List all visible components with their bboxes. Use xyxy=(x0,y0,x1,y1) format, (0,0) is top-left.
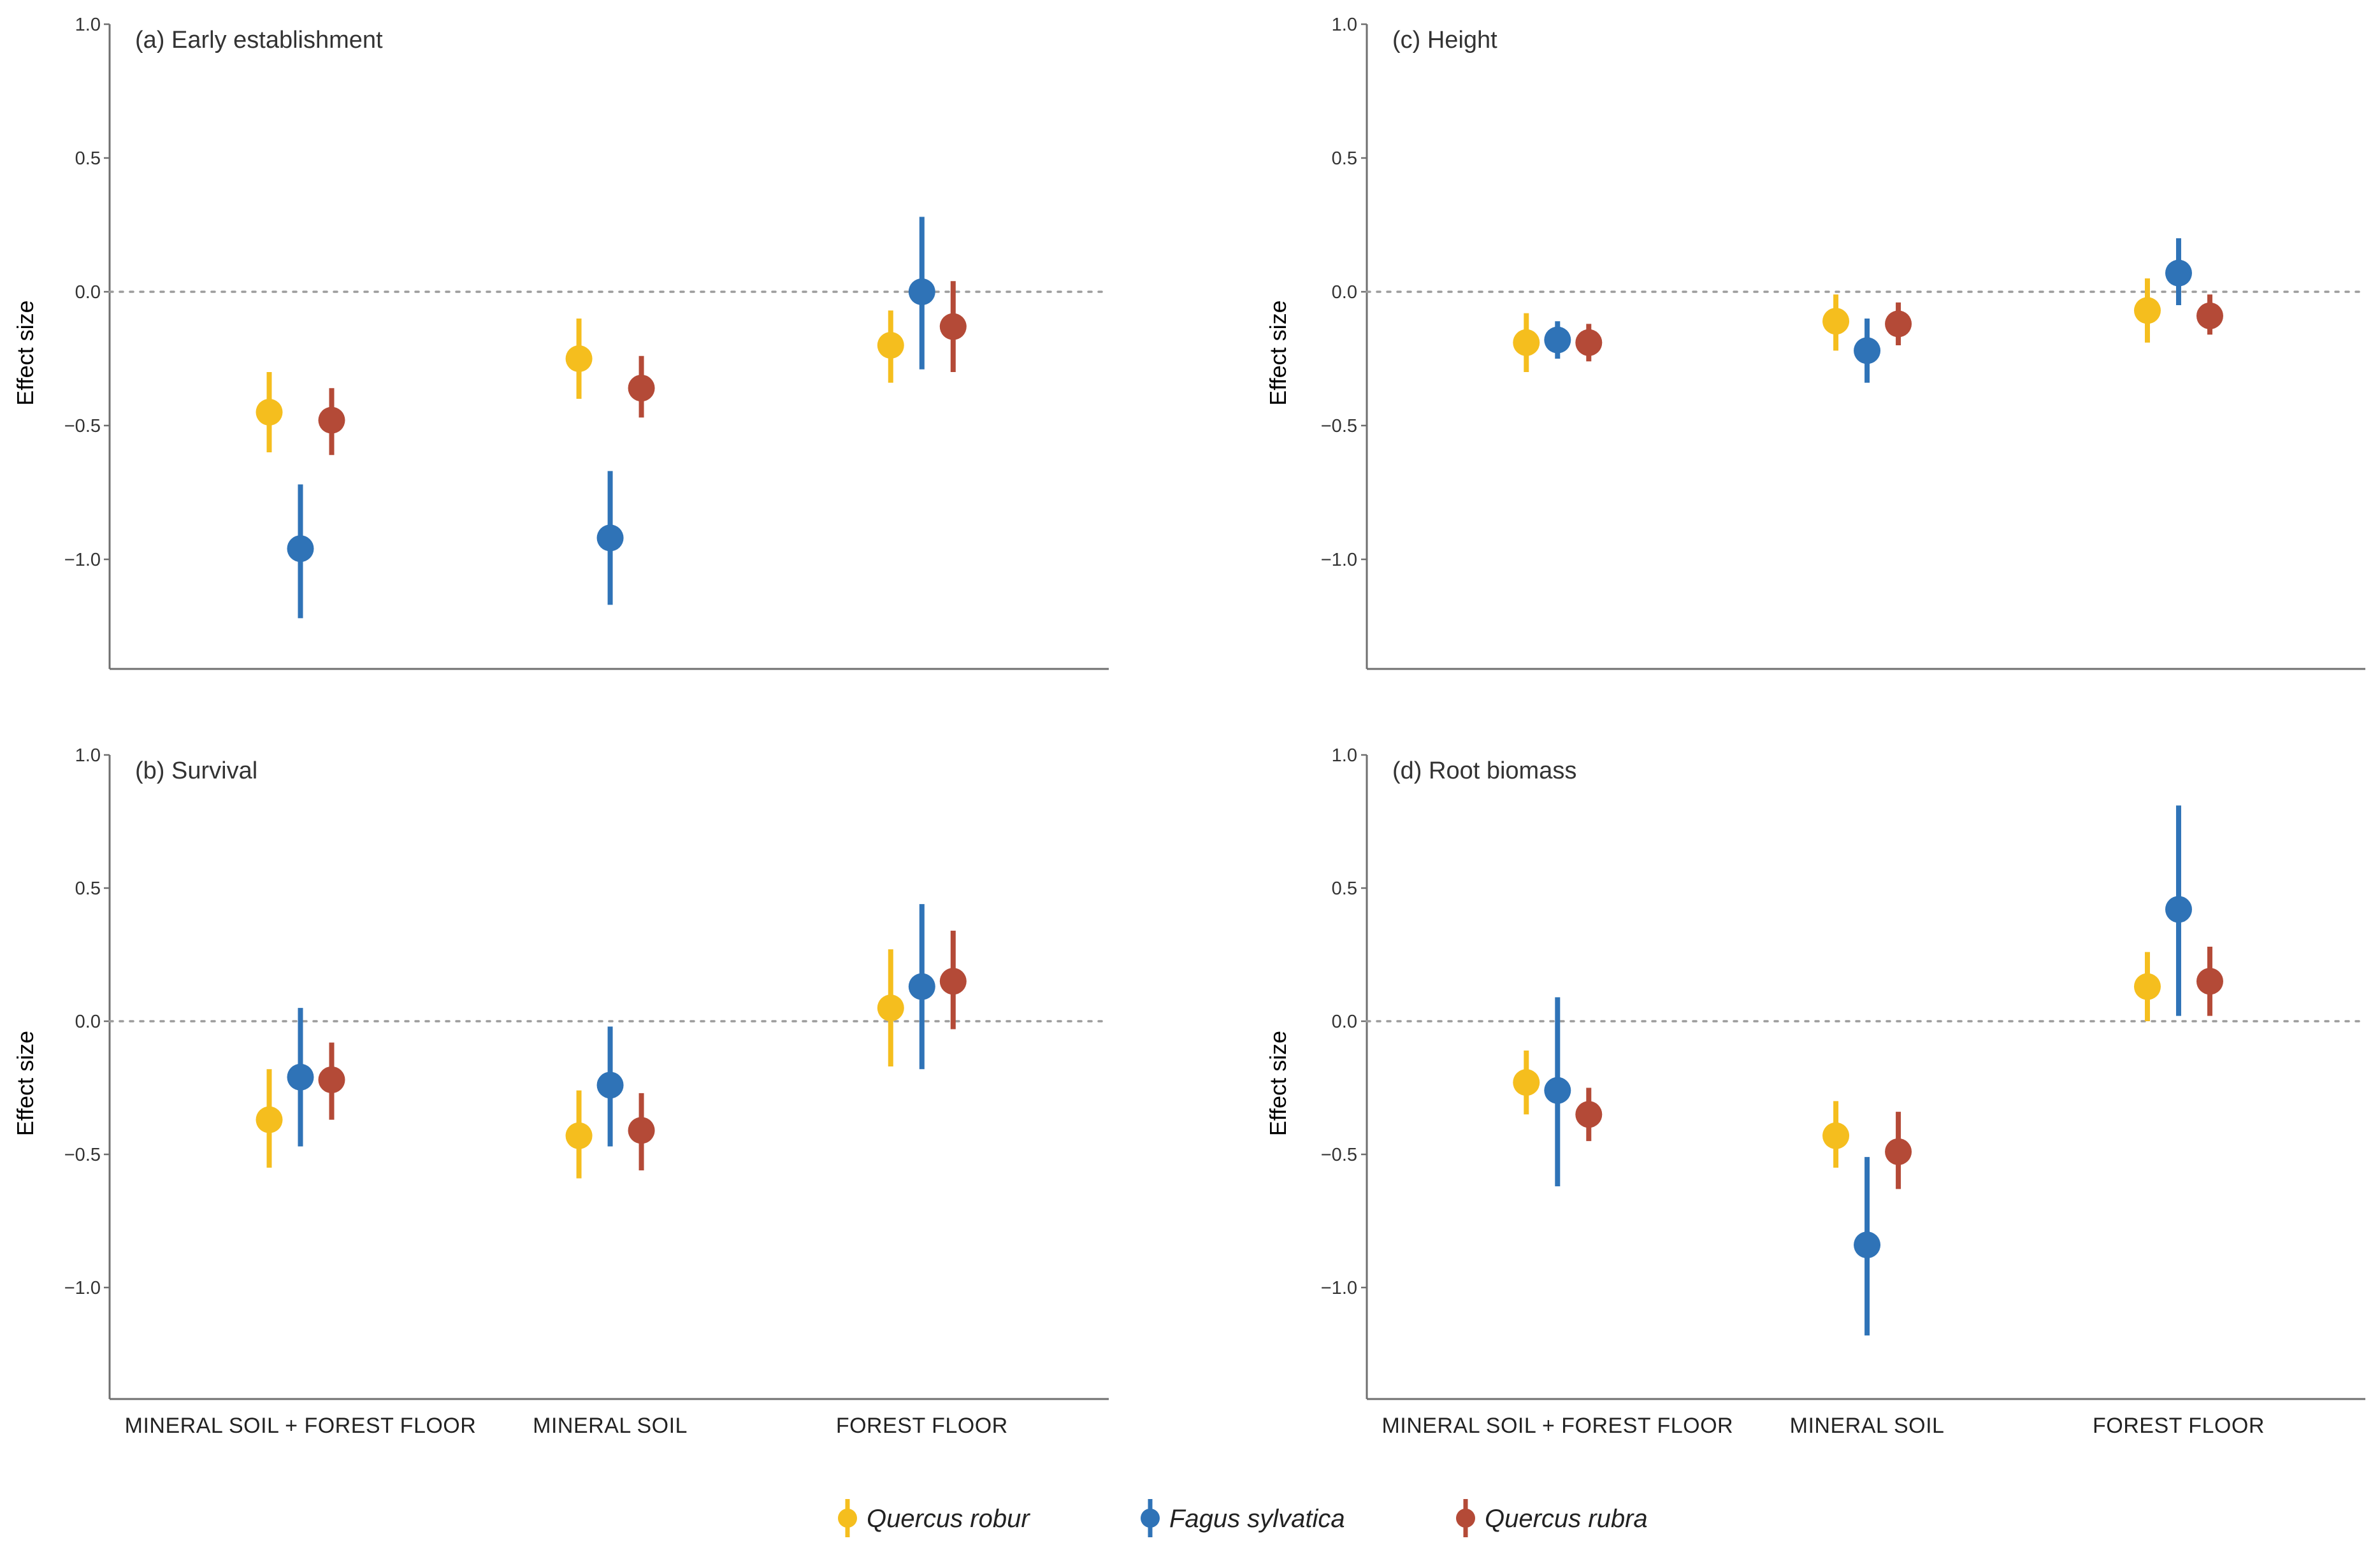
data-point xyxy=(1575,329,1603,356)
legend-swatch-point xyxy=(1141,1509,1160,1528)
data-point xyxy=(596,524,624,552)
panel-2: 1.0 0.5 0.0 −0.5 −1.0 Effect size (b) Survival… xyxy=(12,745,1110,1438)
data-point xyxy=(565,345,593,372)
y-tick-label: 1.0 xyxy=(1332,745,1357,766)
data-point xyxy=(1544,326,1571,354)
y-tick-label: −1.0 xyxy=(1321,550,1357,570)
data-point xyxy=(939,968,967,995)
y-axis-label: Effect size xyxy=(1265,1031,1291,1136)
data-point xyxy=(939,313,967,340)
data-point xyxy=(287,1063,314,1091)
data-point xyxy=(287,535,314,563)
data-point xyxy=(256,1106,283,1133)
data-point xyxy=(1513,329,1540,356)
data-point xyxy=(2133,297,2161,324)
panel-1: 1.0 0.5 0.0 −0.5 −1.0 Effect size (a) Early es… xyxy=(12,15,1110,670)
y-tick-label: −0.5 xyxy=(64,416,101,436)
y-tick-label: 0.5 xyxy=(75,148,101,169)
data-point xyxy=(877,994,904,1022)
data-point xyxy=(628,1117,655,1144)
legend-swatch-point xyxy=(1456,1509,1475,1528)
y-tick-label: 1.0 xyxy=(75,15,101,35)
data-point xyxy=(2133,973,2161,1000)
category-label: FOREST FLOOR xyxy=(836,1414,1008,1438)
y-axis-label: Effect size xyxy=(12,300,38,405)
y-tick-label: −1.0 xyxy=(64,1278,101,1298)
category-label: MINERAL SOIL + FOREST FLOOR xyxy=(1381,1414,1733,1438)
category-label: MINERAL SOIL xyxy=(533,1414,688,1438)
category-label: MINERAL SOIL xyxy=(1790,1414,1945,1438)
data-point xyxy=(628,375,655,402)
y-axis-label: Effect size xyxy=(12,1031,38,1136)
y-tick-label: 0.0 xyxy=(75,282,101,303)
data-point xyxy=(2165,259,2192,287)
data-point xyxy=(1854,1231,1881,1259)
y-tick-label: 1.0 xyxy=(1332,15,1357,35)
y-tick-label: −1.0 xyxy=(1321,1278,1357,1298)
data-point xyxy=(318,406,345,434)
y-tick-label: 0.0 xyxy=(1332,1012,1357,1032)
y-tick-label: −1.0 xyxy=(64,550,101,570)
data-point xyxy=(908,973,935,1000)
data-point xyxy=(1885,1138,1912,1165)
y-tick-label: 0.5 xyxy=(1332,148,1357,169)
data-point xyxy=(565,1122,593,1149)
data-point xyxy=(2196,968,2223,995)
data-point xyxy=(596,1072,624,1099)
panel-3: 1.0 0.5 0.0 −0.5 −1.0 Effect size (c) Height xyxy=(1265,15,2367,670)
panel-title: (c) Height xyxy=(1392,27,1497,54)
data-point xyxy=(1513,1069,1540,1096)
panel-title: (a) Early establishment xyxy=(135,27,383,54)
y-tick-label: −0.5 xyxy=(1321,1145,1357,1165)
data-point xyxy=(1544,1077,1571,1104)
data-point xyxy=(1822,308,1850,335)
y-tick-label: 0.5 xyxy=(1332,879,1357,899)
legend: Quercus robur Fagus sylvatica Quercus rubr… xyxy=(838,1499,1648,1537)
y-tick-label: 0.5 xyxy=(75,879,101,899)
data-point xyxy=(1822,1122,1850,1149)
legend-label: Quercus robur xyxy=(867,1505,1030,1533)
category-label: MINERAL SOIL + FOREST FLOOR xyxy=(125,1414,477,1438)
legend-label: Fagus sylvatica xyxy=(1169,1505,1345,1533)
data-point xyxy=(256,399,283,426)
panel-title: (d) Root biomass xyxy=(1392,757,1576,784)
legend-label: Quercus rubra xyxy=(1485,1505,1648,1533)
y-tick-label: −0.5 xyxy=(1321,416,1357,436)
data-point xyxy=(2196,302,2223,329)
data-point xyxy=(318,1066,345,1093)
data-point xyxy=(1854,337,1881,364)
data-point xyxy=(1575,1101,1603,1128)
y-tick-label: 1.0 xyxy=(75,745,101,766)
y-axis-label: Effect size xyxy=(1265,300,1291,405)
data-point xyxy=(908,278,935,305)
y-tick-label: 0.0 xyxy=(75,1012,101,1032)
y-tick-label: −0.5 xyxy=(64,1145,101,1165)
data-point xyxy=(1885,310,1912,338)
data-point xyxy=(877,332,904,359)
legend-swatch-point xyxy=(838,1509,857,1528)
category-label: FOREST FLOOR xyxy=(2093,1414,2265,1438)
y-tick-label: 0.0 xyxy=(1332,282,1357,303)
data-point xyxy=(2165,896,2192,923)
panel-title: (b) Survival xyxy=(135,757,257,784)
panel-4: 1.0 0.5 0.0 −0.5 −1.0 Effect size (d) Root bio… xyxy=(1265,745,2367,1438)
